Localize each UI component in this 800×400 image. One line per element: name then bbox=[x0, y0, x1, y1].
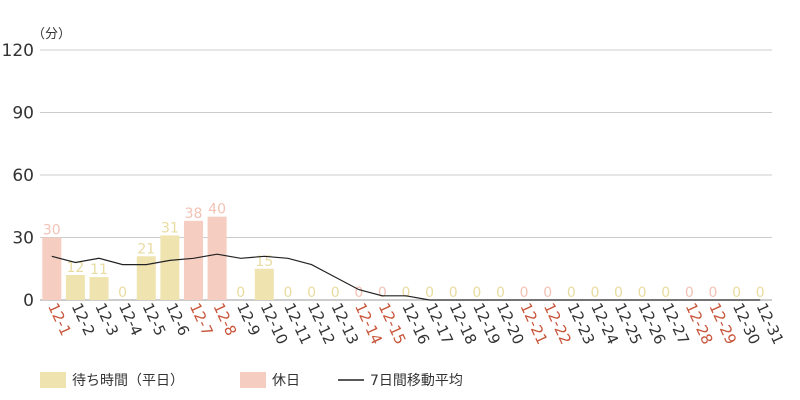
data-label: 0 bbox=[567, 285, 576, 301]
data-label: 0 bbox=[543, 285, 552, 301]
y-tick-label: 90 bbox=[12, 104, 34, 124]
y-unit-label: （分） bbox=[32, 27, 71, 42]
data-label: 0 bbox=[449, 285, 458, 301]
data-label: 0 bbox=[378, 285, 387, 301]
data-label: 0 bbox=[520, 285, 529, 301]
bar-weekday bbox=[254, 268, 274, 300]
bar-holiday bbox=[207, 216, 227, 300]
legend-label: 7日間移動平均 bbox=[370, 373, 463, 389]
data-label: 0 bbox=[709, 285, 718, 301]
data-label: 40 bbox=[208, 202, 226, 218]
data-label: 0 bbox=[118, 285, 127, 301]
data-label: 0 bbox=[354, 285, 363, 301]
bar-holiday bbox=[42, 237, 62, 300]
data-label: 0 bbox=[756, 285, 765, 301]
data-label: 38 bbox=[185, 206, 203, 222]
data-label: 0 bbox=[638, 285, 647, 301]
data-label: 0 bbox=[472, 285, 481, 301]
data-label: 0 bbox=[402, 285, 411, 301]
data-label: 0 bbox=[732, 285, 741, 301]
data-label: 0 bbox=[236, 285, 245, 301]
bar-weekday bbox=[136, 256, 156, 300]
data-label: 0 bbox=[425, 285, 434, 301]
data-label: 30 bbox=[43, 223, 61, 239]
data-label: 0 bbox=[614, 285, 623, 301]
y-tick-label: 120 bbox=[2, 41, 34, 61]
y-tick-label: 60 bbox=[12, 166, 34, 186]
data-label: 0 bbox=[685, 285, 694, 301]
legend-label: 休日 bbox=[272, 373, 300, 389]
legend-swatch-bar-holiday bbox=[240, 372, 266, 388]
y-tick-label: 30 bbox=[12, 229, 34, 249]
bar-weekday bbox=[65, 275, 85, 300]
legend-label: 待ち時間（平日） bbox=[72, 373, 184, 389]
data-label: 0 bbox=[590, 285, 599, 301]
moving-average-line bbox=[51, 253, 761, 301]
data-label: 31 bbox=[161, 220, 179, 236]
data-label: 0 bbox=[283, 285, 292, 301]
bar-holiday bbox=[183, 220, 203, 300]
data-label: 15 bbox=[255, 254, 273, 270]
data-label: 0 bbox=[307, 285, 316, 301]
bar-weekday bbox=[160, 235, 180, 300]
data-label: 12 bbox=[67, 260, 85, 276]
legend-swatch-bar-weekday bbox=[40, 372, 66, 388]
bar-weekday bbox=[89, 277, 109, 300]
y-tick-label: 0 bbox=[23, 291, 34, 311]
legend: 待ち時間（平日） 休日 7日間移動平均 bbox=[40, 372, 463, 389]
data-label: 0 bbox=[331, 285, 340, 301]
data-label: 21 bbox=[137, 241, 155, 257]
data-label: 11 bbox=[90, 262, 108, 278]
data-label: 0 bbox=[496, 285, 505, 301]
data-label: 0 bbox=[661, 285, 670, 301]
